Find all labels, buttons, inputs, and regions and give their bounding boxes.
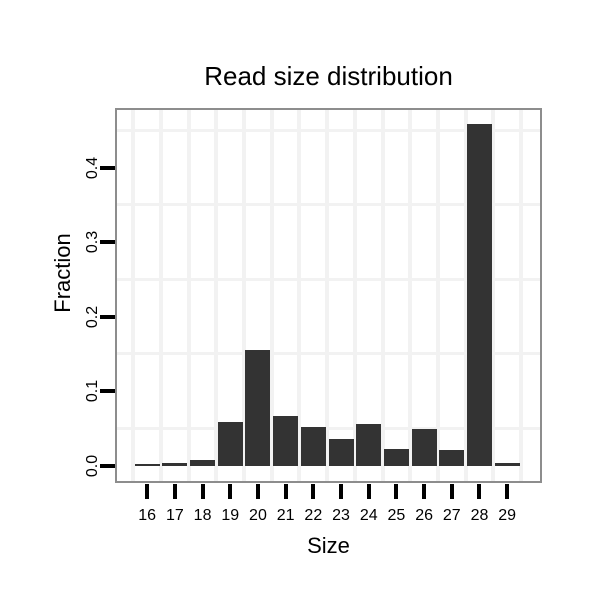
chart-title: Read size distribution <box>204 61 453 91</box>
bar-19 <box>217 422 243 466</box>
x-tick-18 <box>200 484 205 499</box>
bar-18 <box>190 459 216 466</box>
x-tick-22 <box>311 484 316 499</box>
x-tick-19 <box>228 484 233 499</box>
x-tick-29 <box>505 484 510 499</box>
x-tick-25 <box>394 484 399 499</box>
x-tick-label-21: 21 <box>276 507 295 524</box>
x-tick-24 <box>366 484 371 499</box>
gridline-minor-vertical <box>186 110 191 481</box>
y-tick-0.0 <box>100 463 115 468</box>
bar-29 <box>494 463 520 466</box>
x-tick-label-27: 27 <box>442 507 461 524</box>
bar-21 <box>273 415 299 466</box>
plot-panel <box>115 108 542 483</box>
x-tick-label-22: 22 <box>304 507 323 524</box>
x-tick-20 <box>255 484 260 499</box>
x-tick-23 <box>339 484 344 499</box>
y-tick-0.2 <box>100 314 115 319</box>
x-tick-label-23: 23 <box>332 507 350 524</box>
gridline-minor-vertical <box>435 110 440 481</box>
gridline-minor-vertical <box>380 110 385 481</box>
x-tick-27 <box>449 484 454 499</box>
gridline-minor-vertical <box>408 110 413 481</box>
y-tick-label-0.3: 0.3 <box>84 231 101 254</box>
x-tick-label-16: 16 <box>138 507 157 524</box>
bar-16 <box>134 464 160 466</box>
gridline-minor-vertical <box>519 110 523 481</box>
y-tick-0.4 <box>100 165 115 170</box>
x-tick-17 <box>172 484 177 499</box>
y-axis-title: Fraction <box>50 233 75 313</box>
x-tick-label-17: 17 <box>165 507 184 524</box>
bar-23 <box>328 438 354 466</box>
bar-25 <box>383 448 409 466</box>
bar-26 <box>411 429 437 466</box>
x-axis-title: Size <box>307 533 350 558</box>
gridline-minor-vertical <box>325 110 330 481</box>
x-tick-label-18: 18 <box>193 507 212 524</box>
gridline-minor-vertical <box>159 110 164 481</box>
x-tick-label-19: 19 <box>221 507 240 524</box>
gridline-minor-vertical <box>131 110 136 481</box>
bar-22 <box>300 426 326 466</box>
gridline-minor-vertical <box>297 110 302 481</box>
bar-20 <box>245 350 271 466</box>
y-tick-0.1 <box>100 389 115 394</box>
bar-27 <box>439 450 465 466</box>
x-tick-label-20: 20 <box>249 507 267 524</box>
gridline-minor-vertical <box>242 110 247 481</box>
y-tick-label-0.4: 0.4 <box>84 156 101 179</box>
bar-24 <box>356 423 382 466</box>
x-tick-16 <box>145 484 150 499</box>
gridline-minor-vertical <box>352 110 357 481</box>
x-tick-28 <box>477 484 482 499</box>
gridline-minor-horizontal <box>117 203 540 207</box>
gridline-minor-horizontal <box>117 352 540 356</box>
y-tick-0.3 <box>100 240 115 245</box>
bar-28 <box>466 123 492 466</box>
y-tick-label-0.2: 0.2 <box>84 305 101 328</box>
x-tick-label-24: 24 <box>359 507 378 524</box>
gridline-minor-vertical <box>463 110 468 481</box>
x-tick-21 <box>283 484 288 499</box>
y-tick-label-0.1: 0.1 <box>84 380 101 403</box>
x-tick-label-25: 25 <box>387 507 406 524</box>
gridline-minor-horizontal <box>117 128 540 132</box>
bar-17 <box>162 463 188 466</box>
gridline-minor-vertical <box>214 110 219 481</box>
x-tick-label-28: 28 <box>470 507 489 524</box>
gridline-minor-horizontal <box>117 277 540 281</box>
gridline-minor-vertical <box>491 110 496 481</box>
x-tick-26 <box>422 484 427 499</box>
gridline-minor-vertical <box>269 110 274 481</box>
gridline-minor-horizontal <box>117 426 540 430</box>
x-tick-label-26: 26 <box>415 507 433 524</box>
x-tick-label-29: 29 <box>498 507 517 524</box>
y-tick-label-0.0: 0.0 <box>84 454 101 477</box>
